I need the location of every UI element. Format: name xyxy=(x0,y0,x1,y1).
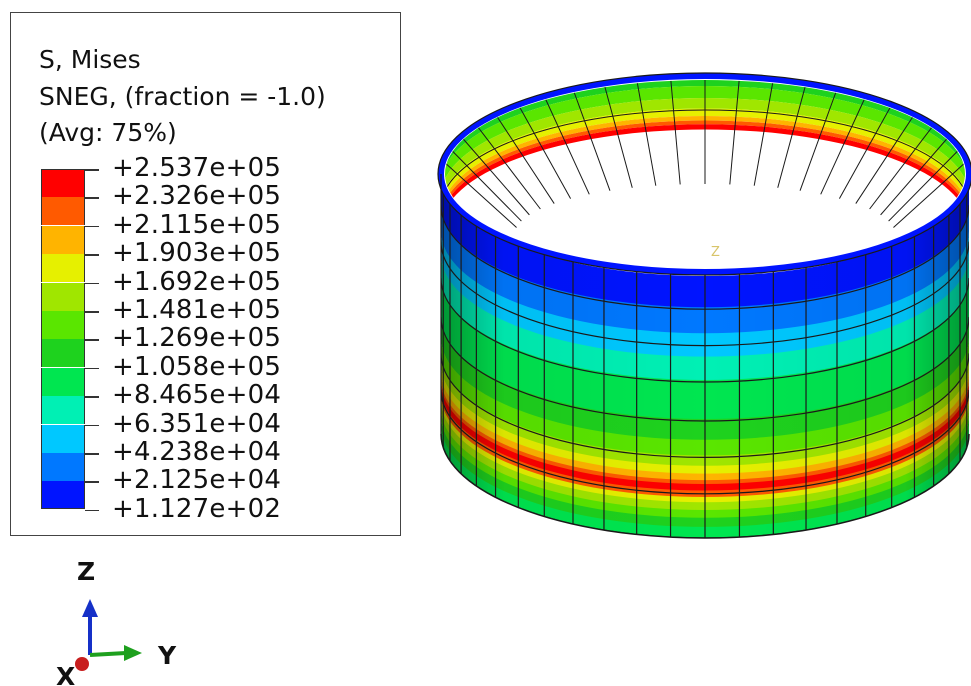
legend-value-label: +1.692e+05 xyxy=(112,266,282,297)
legend-value-label: +1.903e+05 xyxy=(112,238,282,269)
axis-triad: Z Y X xyxy=(56,557,177,686)
color-swatch xyxy=(41,254,85,283)
legend-value-label: +1.481e+05 xyxy=(112,295,282,325)
x-axis-dot xyxy=(75,657,89,671)
legend-value-label: +2.115e+05 xyxy=(112,209,282,240)
model-axis-label: Z xyxy=(711,245,720,260)
color-swatch xyxy=(41,424,85,453)
legend-tick xyxy=(85,169,99,171)
color-swatch xyxy=(41,396,85,425)
legend-value-label: +1.269e+05 xyxy=(112,323,282,354)
legend-value-label: +8.465e+04 xyxy=(112,380,282,411)
legend-value-label: +2.125e+04 xyxy=(112,465,282,496)
triad-label-z: Z xyxy=(77,557,95,586)
legend-tick xyxy=(85,424,99,427)
legend-value-label: +4.238e+04 xyxy=(112,437,282,467)
color-swatch xyxy=(41,282,85,311)
legend-tick xyxy=(85,254,99,256)
legend-tick xyxy=(85,367,99,370)
legend-tick xyxy=(85,509,99,512)
legend-tick xyxy=(85,339,99,341)
legend-tick xyxy=(85,197,99,199)
z-axis-arrow xyxy=(82,599,98,655)
color-swatch xyxy=(41,169,85,197)
triad-label-y: Y xyxy=(157,641,177,670)
legend-tick xyxy=(85,453,99,455)
color-swatch xyxy=(41,225,85,254)
legend-value-label: +1.127e+02 xyxy=(112,493,282,524)
legend-title-section: SNEG, (fraction = -1.0) xyxy=(39,82,326,111)
legend-value-label: +2.537e+05 xyxy=(112,153,282,183)
color-swatch xyxy=(41,339,85,368)
legend-value-label: +2.326e+05 xyxy=(112,181,282,212)
color-swatch xyxy=(41,481,85,510)
legend-title-averaging: (Avg: 75%) xyxy=(39,118,177,147)
cylinder-model: Z xyxy=(437,72,971,539)
legend-tick xyxy=(85,311,99,313)
legend-tick xyxy=(85,282,99,285)
y-axis-arrow xyxy=(89,645,142,661)
legend-tick xyxy=(85,481,99,483)
legend-box: S, Mises SNEG, (fraction = -1.0) (Avg: 7… xyxy=(10,12,401,536)
legend-value-label: +6.351e+04 xyxy=(112,408,282,439)
legend-tick xyxy=(85,396,99,398)
triad-label-x: X xyxy=(56,662,75,686)
color-swatch xyxy=(41,197,85,226)
color-swatch xyxy=(41,311,85,339)
color-swatch xyxy=(41,367,85,396)
legend-value-label: +1.058e+05 xyxy=(112,351,282,382)
color-swatch xyxy=(41,453,85,481)
legend-title-variable: S, Mises xyxy=(39,45,141,74)
legend-tick xyxy=(85,225,99,228)
